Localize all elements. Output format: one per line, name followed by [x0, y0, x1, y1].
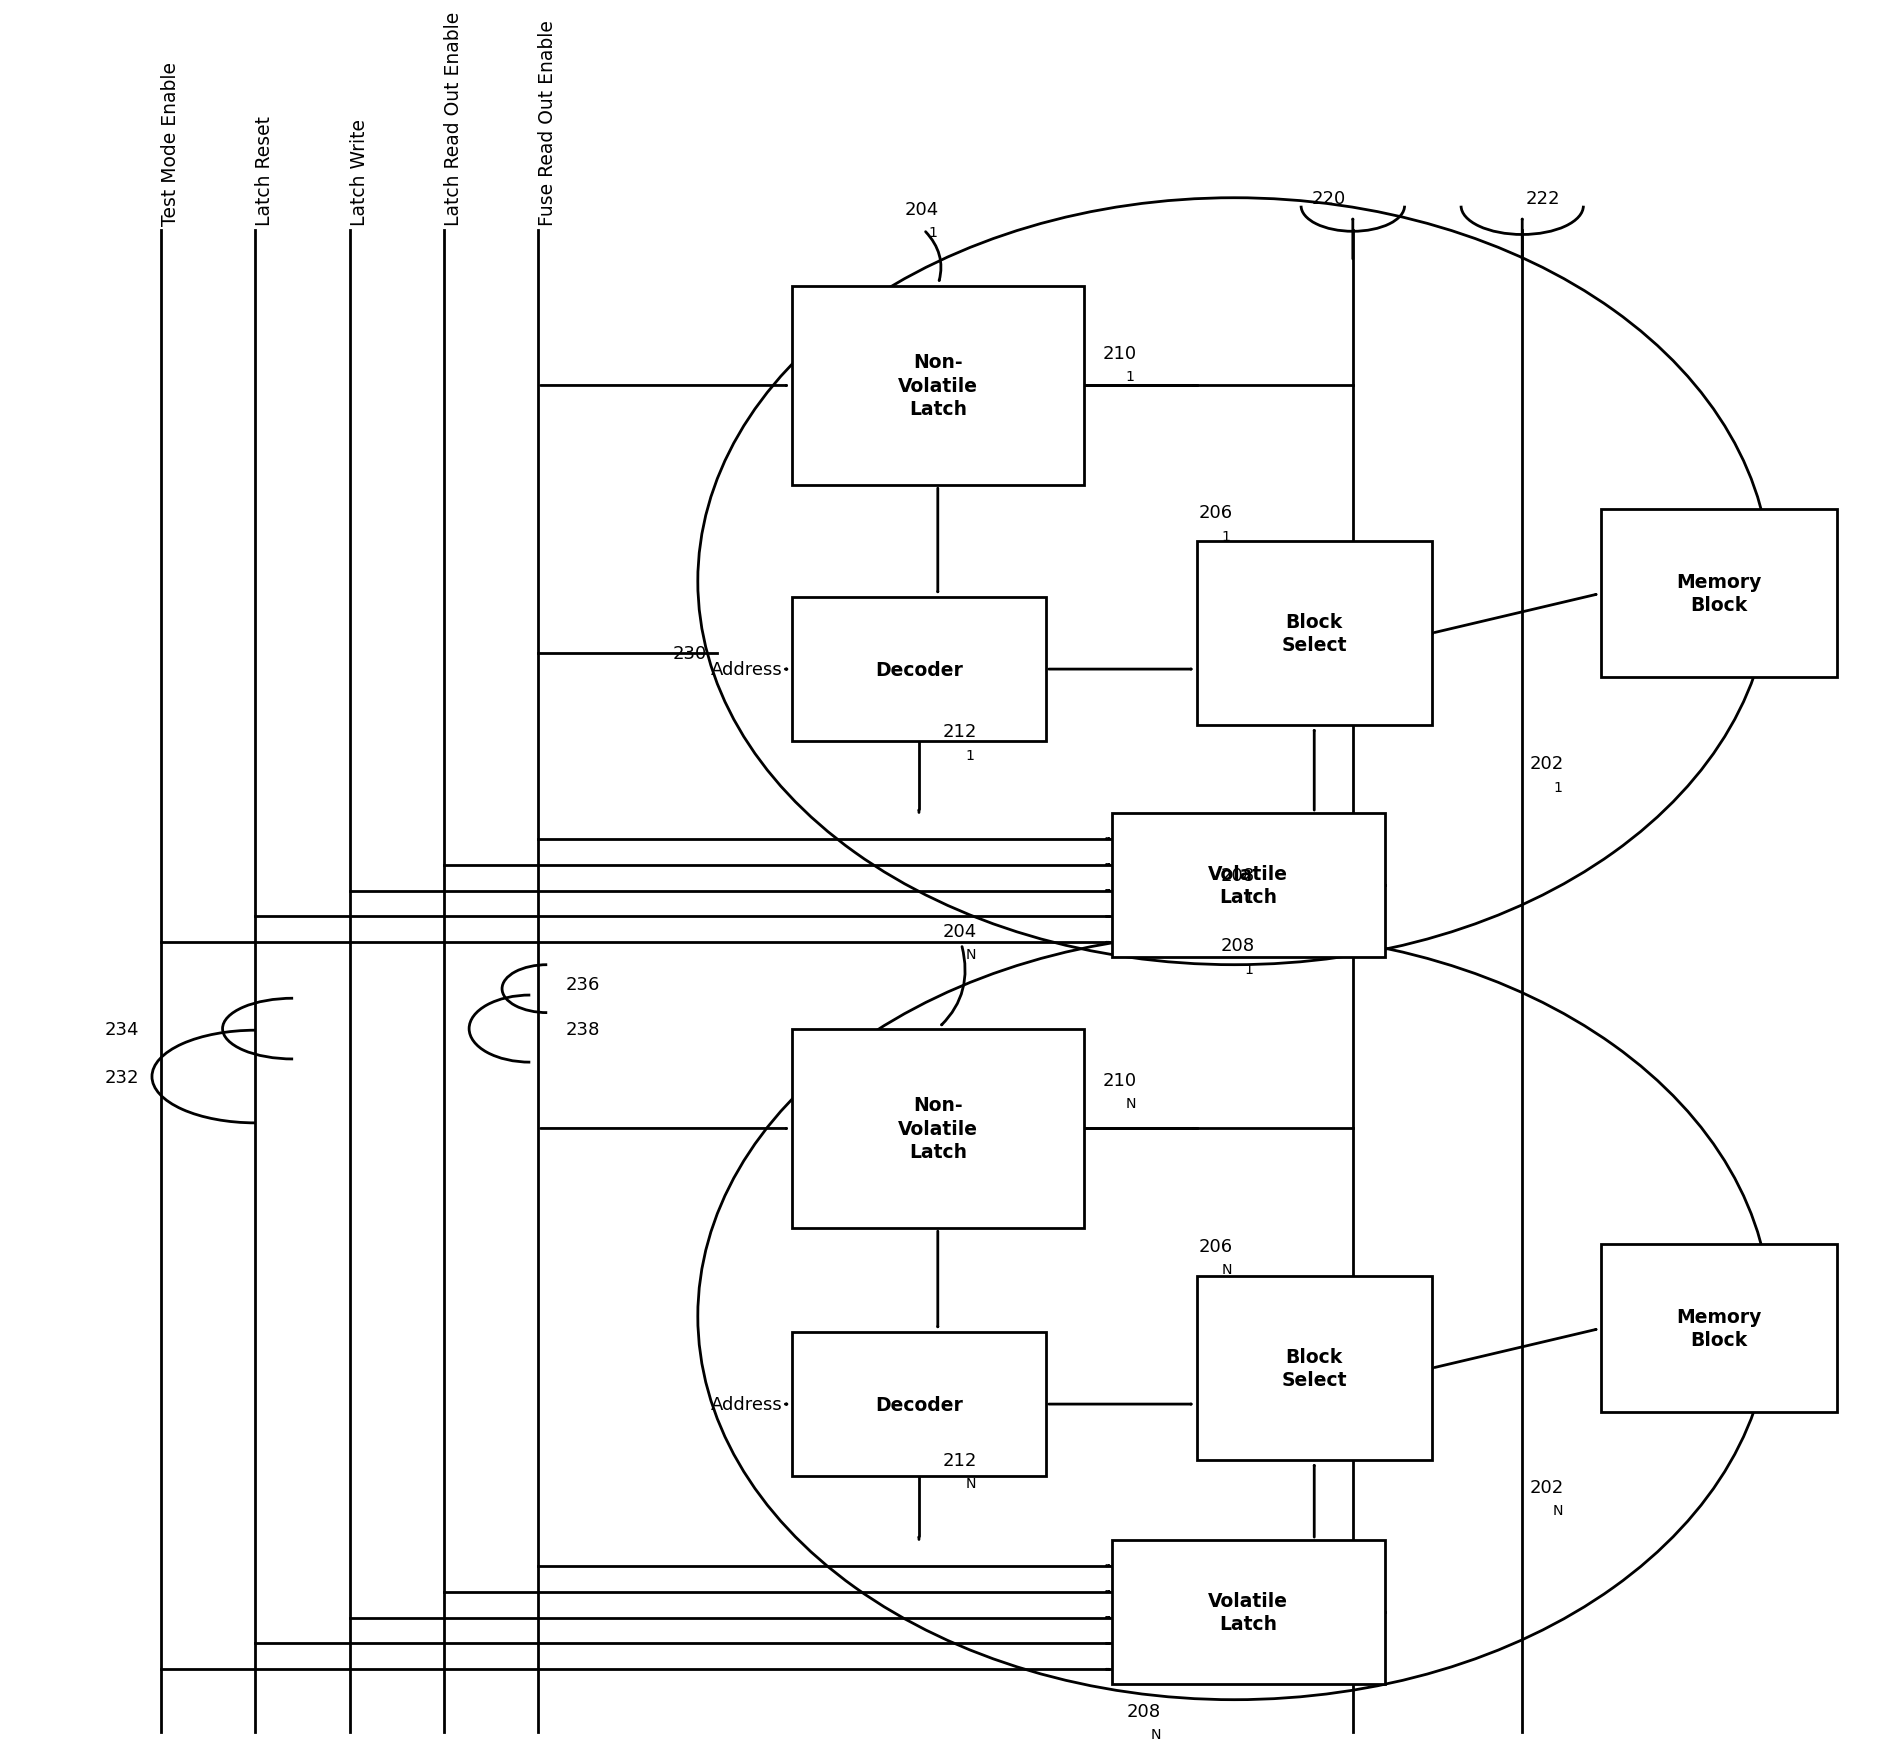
- Text: 208: 208: [1127, 1703, 1161, 1720]
- Text: 206: 206: [1199, 504, 1233, 522]
- Text: 1: 1: [1244, 893, 1254, 907]
- Text: Non-
Volatile
Latch: Non- Volatile Latch: [897, 353, 978, 420]
- FancyBboxPatch shape: [1197, 1277, 1433, 1460]
- Text: N: N: [1553, 1504, 1565, 1518]
- FancyBboxPatch shape: [792, 286, 1084, 487]
- Text: 236: 236: [566, 975, 601, 993]
- Text: 206: 206: [1199, 1237, 1233, 1254]
- Text: 212: 212: [942, 722, 976, 741]
- Text: 232: 232: [106, 1068, 139, 1086]
- Text: Latch Write: Latch Write: [349, 119, 369, 225]
- FancyBboxPatch shape: [1112, 1541, 1385, 1683]
- Text: 204: 204: [905, 200, 939, 218]
- Text: Latch Reset: Latch Reset: [256, 116, 275, 225]
- Text: 230: 230: [673, 645, 707, 662]
- Text: Memory
Block: Memory Block: [1676, 1307, 1762, 1349]
- Text: 220: 220: [1312, 190, 1346, 207]
- Text: Decoder: Decoder: [875, 661, 963, 680]
- Text: 1: 1: [1244, 963, 1254, 977]
- FancyBboxPatch shape: [1600, 510, 1836, 678]
- Text: 208: 208: [1221, 866, 1255, 884]
- Text: 210: 210: [1103, 1072, 1137, 1089]
- Text: Memory
Block: Memory Block: [1676, 573, 1762, 615]
- FancyBboxPatch shape: [792, 1332, 1046, 1476]
- Text: 234: 234: [106, 1021, 139, 1038]
- Text: 1: 1: [1221, 529, 1231, 543]
- Text: Block
Select: Block Select: [1282, 1348, 1348, 1390]
- Text: 1: 1: [1553, 780, 1563, 794]
- Text: N: N: [1150, 1727, 1161, 1741]
- Text: 210: 210: [1103, 344, 1137, 362]
- FancyBboxPatch shape: [1197, 541, 1433, 726]
- Text: 1: 1: [965, 748, 975, 763]
- Text: Non-
Volatile
Latch: Non- Volatile Latch: [897, 1096, 978, 1161]
- Text: Address: Address: [711, 1395, 782, 1413]
- Text: 204: 204: [942, 922, 976, 940]
- Text: 1: 1: [1125, 369, 1135, 383]
- Text: 202: 202: [1531, 1478, 1565, 1497]
- Text: Decoder: Decoder: [875, 1395, 963, 1414]
- Text: Test Mode Enable: Test Mode Enable: [162, 61, 181, 225]
- Text: N: N: [1221, 1262, 1233, 1276]
- Text: N: N: [1125, 1096, 1137, 1110]
- FancyBboxPatch shape: [792, 1030, 1084, 1228]
- FancyBboxPatch shape: [1112, 813, 1385, 958]
- Text: 208: 208: [1221, 936, 1255, 954]
- FancyBboxPatch shape: [792, 597, 1046, 741]
- Text: 1: 1: [927, 227, 937, 241]
- Text: Fuse Read Out Enable: Fuse Read Out Enable: [537, 19, 556, 225]
- Text: 202: 202: [1531, 756, 1565, 773]
- Text: Volatile
Latch: Volatile Latch: [1208, 864, 1287, 907]
- Text: N: N: [965, 947, 976, 961]
- Text: N: N: [965, 1476, 976, 1490]
- Text: Block
Select: Block Select: [1282, 613, 1348, 655]
- Text: 212: 212: [942, 1451, 976, 1469]
- Text: Latch Read Out Enable: Latch Read Out Enable: [443, 12, 462, 225]
- Text: 238: 238: [566, 1021, 601, 1038]
- FancyBboxPatch shape: [1600, 1244, 1836, 1413]
- Text: Volatile
Latch: Volatile Latch: [1208, 1590, 1287, 1632]
- Text: 222: 222: [1527, 190, 1561, 207]
- Text: Address: Address: [711, 661, 782, 678]
